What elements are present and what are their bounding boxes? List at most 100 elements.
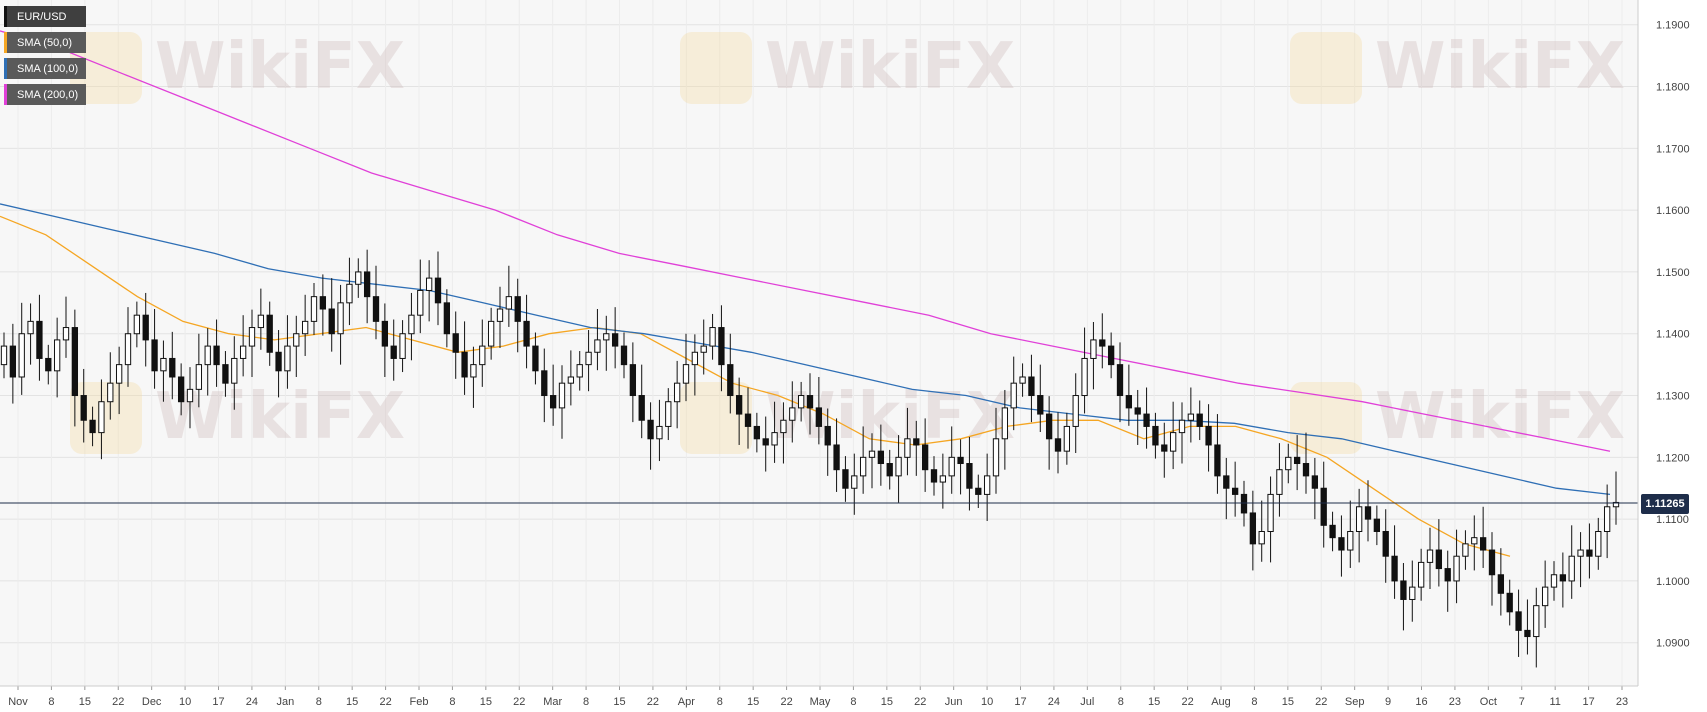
y-tick-label: 1.1300: [1656, 391, 1690, 403]
candle-bull: [257, 314, 265, 329]
candle-bull: [656, 425, 663, 440]
candle-bear: [363, 271, 371, 298]
candle-bull: [1019, 376, 1026, 384]
candle-bull: [859, 456, 867, 477]
x-tick-label: 15: [613, 696, 625, 708]
candle-bull: [709, 327, 716, 347]
candle-bear: [1107, 345, 1115, 366]
legend-item-symbol[interactable]: EUR/USD: [4, 6, 87, 27]
candle-bull: [204, 345, 211, 366]
candle-bull: [904, 438, 911, 458]
x-tick-label: Oct: [1480, 696, 1497, 708]
candle-bull: [355, 271, 362, 285]
candles: [0, 249, 1620, 668]
x-tick-label: 15: [79, 696, 91, 708]
candle-bear: [957, 456, 964, 465]
x-tick-label: May: [810, 696, 831, 708]
candle-bull: [1603, 506, 1611, 532]
y-tick-label: 1.1800: [1656, 82, 1690, 94]
candle-bear: [328, 308, 335, 335]
x-tick-label: Jan: [276, 696, 294, 708]
sma-line: [0, 30, 1611, 452]
candle-bull: [284, 345, 291, 372]
legend-swatch: [4, 58, 7, 79]
x-tick-label: Mar: [543, 696, 562, 708]
legend-item-sma200[interactable]: SMA (200,0): [4, 84, 87, 105]
candle-bear: [222, 364, 229, 384]
candle-bull: [594, 339, 601, 353]
candle-bull: [1453, 555, 1460, 582]
candle-bear: [1143, 413, 1150, 427]
x-tick-label: 8: [316, 696, 322, 708]
candle-bear: [319, 296, 327, 310]
candle-bear: [1364, 506, 1372, 520]
y-tick-label: 1.1000: [1656, 576, 1690, 588]
x-tick-label: Dec: [142, 696, 162, 708]
candle-bull: [1169, 432, 1177, 452]
candle-bear: [151, 339, 158, 372]
watermark-text: WikiFX: [765, 380, 1015, 454]
legend-swatch: [4, 6, 7, 27]
candle-bull: [868, 450, 876, 458]
candle-bear: [975, 487, 982, 495]
candle-bear: [1488, 549, 1496, 576]
candle-bull: [1568, 555, 1575, 582]
candle-bull: [1258, 530, 1265, 545]
candle-bull: [851, 475, 858, 489]
legend-item-sma100[interactable]: SMA (100,0): [4, 58, 87, 79]
candle-bull: [27, 320, 34, 335]
candle-bear: [806, 395, 814, 409]
candle-bear: [1400, 580, 1407, 600]
candle-bull: [1355, 506, 1363, 532]
candle-bear: [275, 351, 282, 372]
watermark-text: WikiFX: [155, 30, 405, 104]
candle-bull: [346, 283, 353, 304]
candle-bear: [381, 320, 389, 347]
candle-bull: [18, 333, 25, 378]
candle-bear: [886, 463, 893, 477]
watermark-text: WikiFX: [155, 380, 405, 454]
legend-label: SMA (200,0): [17, 88, 79, 101]
candle-bear: [89, 419, 96, 434]
candle-bear: [1028, 376, 1035, 397]
candle-bear: [1524, 629, 1531, 638]
x-tick-label: 8: [850, 696, 856, 708]
x-tick-label: 10: [981, 696, 993, 708]
candle-bull: [1426, 549, 1434, 563]
candle-bear: [815, 407, 823, 427]
candle-bear: [549, 395, 557, 409]
candle-bear: [1223, 475, 1230, 489]
sma-line: [0, 203, 1611, 496]
watermarks: WikiFX WikiFX WikiFX WikiFX WikiFX WikiFX: [70, 30, 1625, 454]
candle-bull: [771, 432, 778, 446]
candle-bull: [1063, 425, 1071, 452]
x-tick-label: 23: [1449, 696, 1461, 708]
y-tick-label: 1.1600: [1656, 205, 1690, 217]
candle-bull: [1471, 537, 1478, 545]
x-tick-label: 24: [1048, 696, 1060, 708]
candle-bear: [213, 345, 220, 366]
candle-bull: [1178, 419, 1186, 434]
candle-bear: [532, 345, 539, 372]
candle-bull: [576, 364, 583, 378]
watermark-logo: [1290, 32, 1362, 104]
x-tick-label: 23: [1616, 696, 1628, 708]
candle-bear: [177, 376, 185, 403]
candle-bull: [337, 302, 344, 335]
candle-bear: [434, 277, 442, 304]
legend-item-sma50[interactable]: SMA (50,0): [4, 32, 87, 53]
candle-bull: [98, 401, 105, 434]
x-tick-label: 8: [1118, 696, 1124, 708]
candle-bear: [921, 444, 929, 471]
candle-bull: [603, 333, 610, 341]
candle-bear: [45, 357, 52, 372]
candle-bear: [390, 345, 397, 359]
candle-bull: [1081, 357, 1088, 397]
candle-bear: [735, 395, 743, 415]
watermark-text: WikiFX: [1375, 30, 1625, 104]
candle-bear: [727, 364, 734, 397]
candle-bear: [638, 395, 645, 421]
candle-bear: [1293, 456, 1301, 465]
watermark-logo: [680, 382, 752, 454]
candle-bear: [1515, 611, 1522, 631]
